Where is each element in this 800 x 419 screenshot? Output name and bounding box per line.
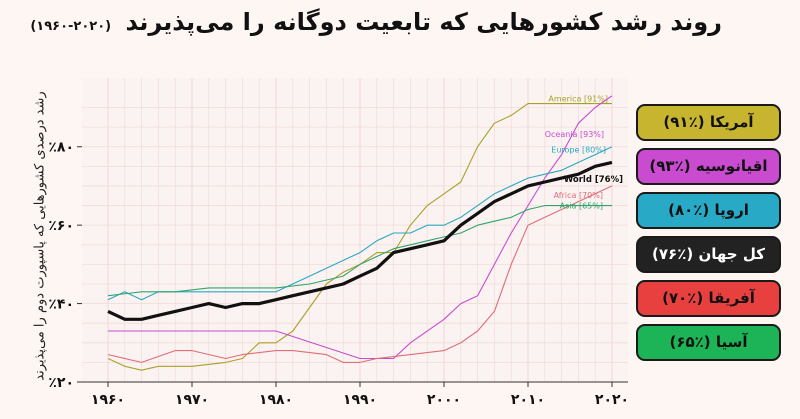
series-line-world [107, 160, 613, 321]
title-date-range: (۲۰۲۰-۱۹۶۰) [30, 19, 112, 34]
y-tick-label: ٪۶۰ [48, 218, 74, 234]
x-tick-label: ۱۹۷۰ [175, 392, 209, 408]
y-tick-label: ٪۸۰ [48, 140, 74, 156]
series-line-europe [107, 146, 613, 301]
legend-item: آمریکا (٪۹۱) [636, 104, 781, 141]
title-text: روند رشد کشورهایی که تابعیت دوگانه را می… [125, 8, 722, 36]
x-tick-label: ۲۰۱۰ [511, 392, 545, 408]
y-tick-label: ٪۴۰ [48, 297, 74, 313]
series-label-oceania: Oceania [93%] [545, 130, 604, 139]
y-axis-label: رشد درصدی کشورهایی که پاسپورت دوم را می‌… [32, 91, 48, 381]
x-tick-label: ۱۹۸۰ [259, 392, 293, 408]
series-label-world: World [76%] [564, 175, 623, 185]
legend: آمریکا (٪۹۱) اقیانوسیه (٪۹۳) اروپا (٪۸۰) کل… [636, 104, 781, 368]
legend-item: آفریقا (٪۷۰) [636, 280, 781, 317]
chart-title: روند رشد کشورهایی که تابعیت دوگانه را می… [30, 8, 722, 36]
x-tick-label: ۱۹۶۰ [91, 392, 125, 408]
series-line-oceania [108, 95, 613, 360]
x-tick-label: ۱۹۹۰ [343, 392, 377, 408]
legend-item: آسیا (٪۶۵) [636, 324, 781, 361]
series-line-asia [107, 205, 612, 297]
x-tick-label: ۲۰۲۰ [595, 392, 629, 408]
series-label-america: America [91%] [548, 95, 608, 104]
plot-area [82, 78, 628, 382]
legend-item: اروپا (٪۸۰) [636, 192, 781, 229]
series-label-europe: Europe [80%] [551, 146, 606, 155]
series-label-africa: Africa [70%] [554, 191, 603, 200]
legend-item: اقیانوسیه (٪۹۳) [636, 148, 781, 185]
legend-item: کل جهان (٪۷۶) [636, 236, 781, 273]
series-label-asia: Asia [65%] [560, 201, 603, 210]
y-tick-label: ٪۲۰ [48, 375, 74, 391]
x-tick-label: ۲۰۰۰ [427, 392, 461, 408]
series-line-africa [107, 185, 613, 363]
